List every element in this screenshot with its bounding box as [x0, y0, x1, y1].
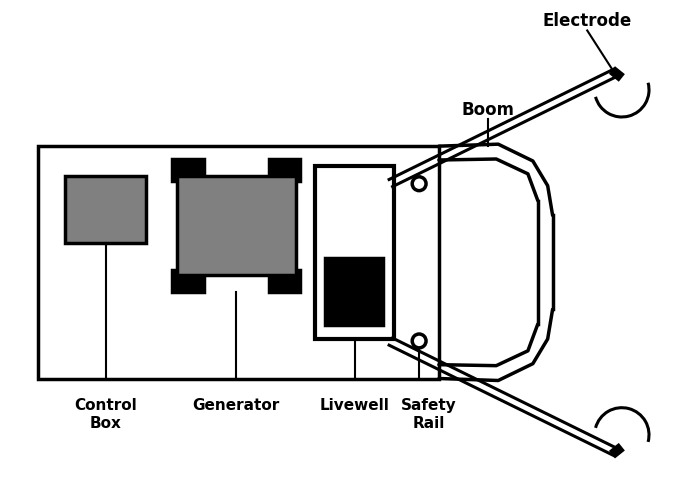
Bar: [315, 166, 395, 339]
Text: Safety
Rail: Safety Rail: [401, 398, 457, 431]
Bar: [65, 176, 146, 243]
Text: Generator: Generator: [192, 398, 280, 413]
Text: Livewell: Livewell: [320, 398, 390, 413]
Bar: [172, 159, 203, 181]
Text: Electrode: Electrode: [543, 12, 632, 31]
Bar: [38, 146, 439, 379]
Text: Boom: Boom: [462, 101, 515, 119]
Bar: [177, 176, 295, 275]
Bar: [172, 270, 203, 292]
Bar: [325, 258, 382, 325]
Bar: [269, 159, 301, 181]
Text: Control
Box: Control Box: [74, 398, 137, 431]
Bar: [269, 270, 301, 292]
